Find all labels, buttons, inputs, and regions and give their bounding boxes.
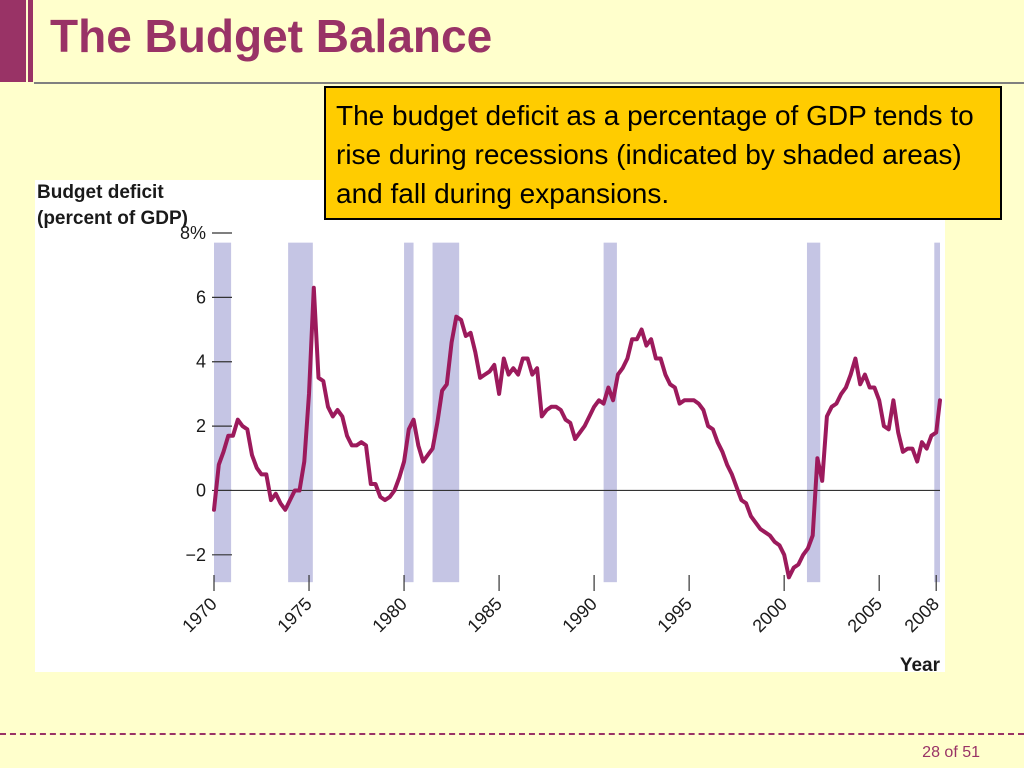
y-tick-label-1: 6 bbox=[196, 287, 206, 307]
chart-panel bbox=[35, 180, 945, 672]
title-bar: The Budget Balance bbox=[0, 0, 1024, 84]
y-tick-label-2: 4 bbox=[196, 352, 206, 372]
y-tick-label-4: 0 bbox=[196, 480, 206, 500]
x-tick-label-5: 1995 bbox=[653, 594, 695, 636]
x-tick-label-8: 2008 bbox=[901, 594, 943, 636]
title-accent-stripe bbox=[28, 0, 33, 82]
recession-band-3 bbox=[432, 242, 460, 583]
recession-band-4 bbox=[603, 242, 617, 583]
slide-number: 28 of 51 bbox=[922, 744, 980, 761]
footer-dashed-rule bbox=[0, 733, 1024, 735]
slide-title: The Budget Balance bbox=[50, 10, 493, 62]
x-tick-label-1: 1975 bbox=[273, 594, 315, 636]
y-tick-label-5: −2 bbox=[185, 545, 206, 565]
x-tick-label-4: 1990 bbox=[558, 594, 600, 636]
x-axis-title: Year bbox=[900, 655, 941, 676]
y-axis-title-line2: (percent of GDP) bbox=[37, 208, 188, 229]
recession-band-2 bbox=[404, 242, 414, 583]
x-tick-label-2: 1980 bbox=[368, 594, 410, 636]
x-tick-label-0: 1970 bbox=[178, 594, 220, 636]
title-accent-bar bbox=[0, 0, 26, 82]
callout-box: The budget deficit as a percentage of GD… bbox=[324, 86, 1002, 220]
x-tick-label-6: 2000 bbox=[749, 594, 791, 636]
y-tick-label-3: 2 bbox=[196, 416, 206, 436]
y-tick-label-0: 8% bbox=[180, 223, 206, 243]
series-line-0 bbox=[212, 285, 942, 580]
recession-band-0 bbox=[214, 242, 232, 583]
deficit-series bbox=[212, 285, 942, 580]
x-tick-label-3: 1985 bbox=[463, 594, 505, 636]
y-axis-title-line1: Budget deficit bbox=[37, 182, 164, 203]
title-underline bbox=[34, 82, 1024, 84]
x-tick-label-7: 2005 bbox=[844, 594, 886, 636]
